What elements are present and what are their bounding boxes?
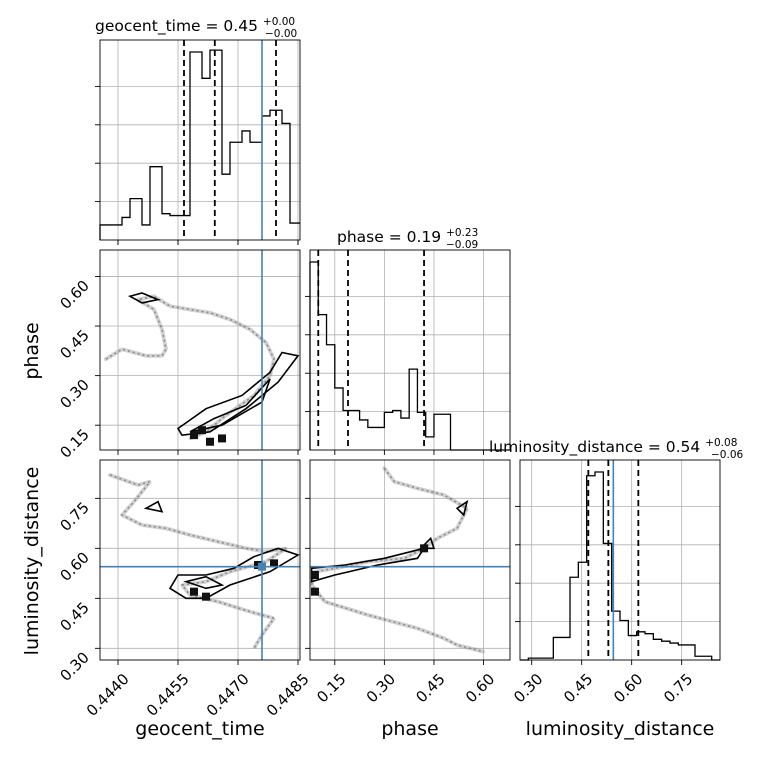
x-tick-label: 0.4440 bbox=[83, 670, 133, 720]
x-tick-label: 0.4470 bbox=[203, 670, 253, 720]
y-tick-label: 0.30 bbox=[56, 376, 92, 412]
panel-2d-geocent-time-vs-luminosity-distance: 0.4440 0.4455 0.4470 0.4485 0.30 0.45 0.60 0.75 bbox=[56, 459, 313, 720]
title-phase: phase = 0.19 +0.23 −0.09 bbox=[337, 222, 483, 251]
x-tick-label: 0.30 bbox=[510, 670, 546, 706]
title-luminosity-distance: luminosity_distance = 0.54 +0.08 −0.06 bbox=[489, 432, 743, 461]
ylabel-phase: phase bbox=[21, 322, 43, 379]
title-geocent-time-plus: +0.00 bbox=[263, 16, 295, 28]
panel-frame bbox=[309, 459, 511, 661]
xlabel-phase: phase bbox=[381, 718, 438, 740]
density-peak bbox=[206, 437, 214, 446]
hist-y-grid bbox=[520, 505, 720, 622]
x-tick-label: 0.30 bbox=[363, 670, 399, 706]
title-luminosity-distance-minus: −0.06 bbox=[711, 449, 743, 461]
panel-hist-geocent-time bbox=[95, 39, 301, 245]
sample-trace bbox=[105, 295, 275, 440]
panel-2d-phase-vs-luminosity-distance: 0.15 0.30 0.45 0.60 bbox=[305, 459, 511, 706]
grid-lines bbox=[117, 40, 299, 240]
title-geocent-time-minus: −0.00 bbox=[265, 28, 297, 40]
grid-lines bbox=[334, 250, 484, 450]
density-region bbox=[108, 473, 300, 651]
density-peak bbox=[420, 544, 429, 553]
density-contour bbox=[455, 499, 469, 517]
y-tick-label: 0.30 bbox=[56, 648, 92, 684]
grid-lines bbox=[531, 460, 683, 660]
x-tick-label: 0.45 bbox=[412, 670, 448, 706]
y-tick-label: 0.45 bbox=[56, 326, 92, 362]
title-luminosity-distance-main: luminosity_distance = 0.54 bbox=[489, 438, 700, 457]
density-region bbox=[104, 292, 300, 446]
title-geocent-time: geocent_time = 0.45 +0.00 −0.00 bbox=[95, 11, 300, 40]
density-contour bbox=[183, 575, 225, 590]
title-geocent-time-main: geocent_time = 0.45 bbox=[95, 17, 258, 36]
x-tick-label: 0.75 bbox=[660, 670, 696, 706]
density-contour bbox=[168, 547, 300, 600]
xlabel-luminosity-distance: luminosity_distance bbox=[526, 718, 715, 740]
y-tick-label: 0.45 bbox=[56, 598, 92, 634]
truth-point bbox=[258, 562, 266, 571]
hist-y-grid bbox=[100, 86, 300, 203]
density-peak bbox=[190, 431, 198, 440]
panel-2d-geocent-time-vs-phase: 0.15 0.30 0.45 0.60 bbox=[56, 240, 301, 462]
grid-lines bbox=[310, 460, 510, 660]
density-peak bbox=[270, 559, 278, 568]
title-phase-minus: −0.09 bbox=[446, 239, 478, 251]
density-contour bbox=[143, 500, 164, 513]
ylabel-luminosity-distance: luminosity_distance bbox=[21, 467, 43, 656]
sample-scatter bbox=[104, 294, 277, 441]
density-peak bbox=[310, 571, 319, 579]
y-tick-label: 0.75 bbox=[56, 498, 92, 534]
x-tick-label: 0.45 bbox=[560, 670, 596, 706]
hist-y-grid bbox=[310, 295, 510, 413]
density-peak bbox=[198, 426, 206, 435]
x-tick-label: 0.4485 bbox=[263, 670, 313, 720]
density-peak bbox=[202, 592, 210, 601]
density-region bbox=[310, 466, 486, 654]
density-contour bbox=[189, 378, 271, 433]
panel-frame bbox=[99, 39, 301, 241]
panel-frame bbox=[99, 459, 301, 661]
title-luminosity-distance-plus: +0.08 bbox=[705, 437, 737, 449]
density-contour bbox=[127, 292, 161, 304]
density-peak bbox=[310, 587, 319, 596]
y-tick-label: 0.60 bbox=[56, 548, 92, 584]
density-peak bbox=[218, 434, 226, 443]
panel-frame bbox=[519, 459, 721, 661]
panel-frame bbox=[309, 249, 511, 451]
sample-scatter bbox=[310, 466, 486, 654]
histogram-step bbox=[309, 261, 510, 451]
histogram-step bbox=[520, 471, 720, 661]
panel-frame bbox=[99, 249, 301, 451]
density-peak bbox=[190, 587, 198, 596]
title-phase-plus: +0.23 bbox=[446, 227, 478, 239]
title-phase-main: phase = 0.19 bbox=[337, 228, 441, 246]
panel-hist-phase bbox=[305, 249, 511, 455]
y-tick-label: 0.60 bbox=[56, 277, 92, 313]
y-tick-label: 0.15 bbox=[56, 425, 92, 461]
sample-trace bbox=[109, 474, 287, 649]
x-tick-label: 0.60 bbox=[462, 670, 498, 706]
xlabel-geocent-time: geocent_time bbox=[135, 718, 264, 740]
x-tick-label: 0.4455 bbox=[143, 670, 193, 720]
x-tick-label: 0.60 bbox=[610, 670, 646, 706]
x-tick-label: 0.15 bbox=[313, 670, 349, 706]
density-contour bbox=[310, 547, 426, 583]
panel-hist-luminosity-distance: 0.30 0.45 0.60 0.75 bbox=[510, 459, 721, 706]
histogram-step bbox=[99, 49, 300, 240]
